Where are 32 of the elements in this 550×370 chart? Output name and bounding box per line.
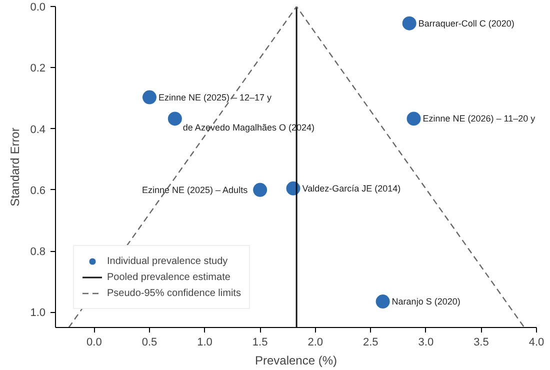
y-tick-label: 1.0 [30, 307, 46, 320]
y-tick-label: 0.8 [30, 246, 46, 258]
x-tick-label: 0.0 [86, 336, 102, 348]
point [402, 16, 416, 30]
annotation: Ezinne NE (2025) – 12–17 y [158, 92, 272, 102]
y-tick-label: 0.4 [30, 124, 46, 136]
point [376, 294, 390, 308]
point [253, 182, 268, 197]
x-tick-label: 3.5 [474, 336, 489, 348]
y-tick-label: 0.0 [30, 2, 46, 14]
x-tick-label: 2.5 [362, 336, 378, 348]
legend-label: Pooled prevalence estimate [107, 270, 230, 284]
x-tick-label: 0.5 [142, 336, 158, 348]
point [406, 112, 421, 126]
annotation: Ezinne NE (2026) – 11–20 y [422, 114, 536, 124]
point [142, 90, 156, 104]
legend-label: Pseudo-95% confidence limits [107, 286, 241, 300]
y-tick-label: 0.2 [30, 62, 46, 75]
annotation: Naranjo S (2020) [392, 296, 460, 307]
y-tick-label: 0.6 [30, 184, 46, 197]
x-tick-label: 1.5 [252, 336, 268, 348]
x-tick-label: 3.0 [418, 336, 434, 348]
x-tick-label: 2.0 [308, 336, 323, 348]
y-axis-title: Standard Error [8, 128, 22, 206]
x-axis-title: Prevalence (%) [254, 354, 338, 368]
annotation: Valdez-García JE (2014) [302, 183, 401, 194]
legend-label: Individual prevalence study [107, 254, 228, 268]
annotation: Barraquer-Coll C (2020) [418, 18, 514, 28]
point [168, 112, 182, 126]
x-tick-label: 1.0 [197, 336, 212, 348]
x-tick-label: 4.0 [528, 336, 544, 348]
annotation: Ezinne NE (2025) – Adults [142, 184, 248, 195]
